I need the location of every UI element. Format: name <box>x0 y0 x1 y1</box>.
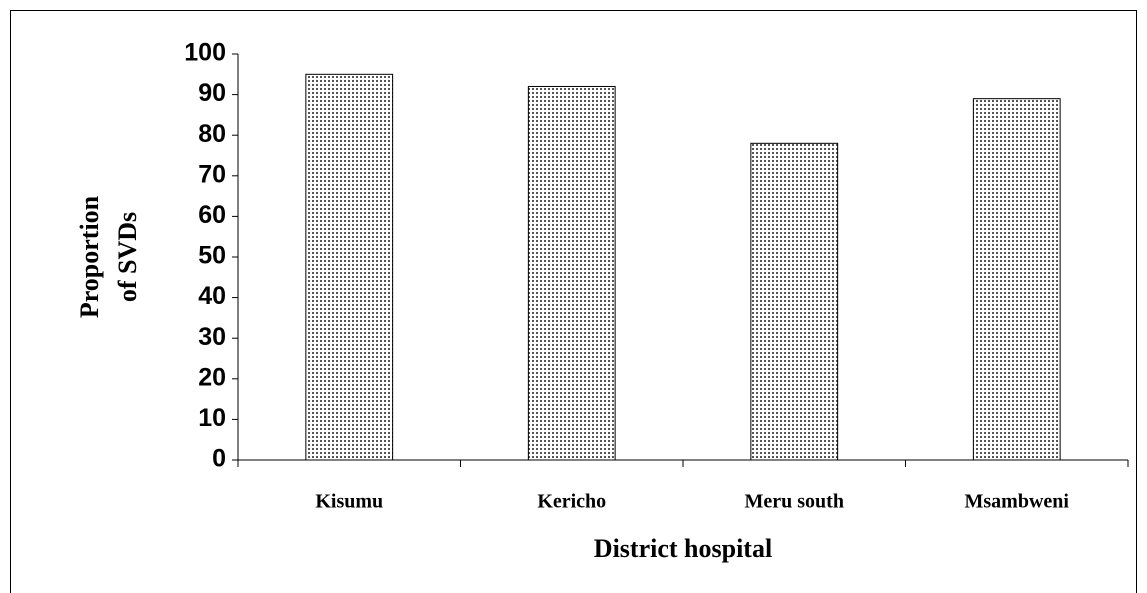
chart-border <box>10 10 1137 593</box>
y-tick-label: 20 <box>198 363 226 391</box>
bar <box>305 73 394 461</box>
bar <box>527 85 616 461</box>
y-tick-label: 60 <box>198 201 226 229</box>
bar <box>750 142 839 461</box>
y-tick-label: 0 <box>212 445 226 473</box>
y-axis-label: Proportion <box>75 195 104 318</box>
y-tick-label: 10 <box>198 404 226 432</box>
x-axis-label: District hospital <box>594 534 772 563</box>
x-tick-label: Msambweni <box>965 491 1070 513</box>
y-tick-label: 30 <box>198 323 226 351</box>
bar <box>972 98 1061 461</box>
y-tick-label: 80 <box>198 120 226 148</box>
y-axis-label: of SVDs <box>113 212 142 302</box>
x-tick-label: Kisumu <box>315 491 383 513</box>
y-tick-label: 90 <box>198 79 226 107</box>
y-tick-label: 100 <box>184 39 226 67</box>
x-tick-label: Meru south <box>745 491 844 513</box>
y-tick-label: 40 <box>198 282 226 310</box>
y-tick-label: 70 <box>198 160 226 188</box>
x-tick-label: Kericho <box>537 491 606 513</box>
y-tick-label: 50 <box>198 242 226 270</box>
